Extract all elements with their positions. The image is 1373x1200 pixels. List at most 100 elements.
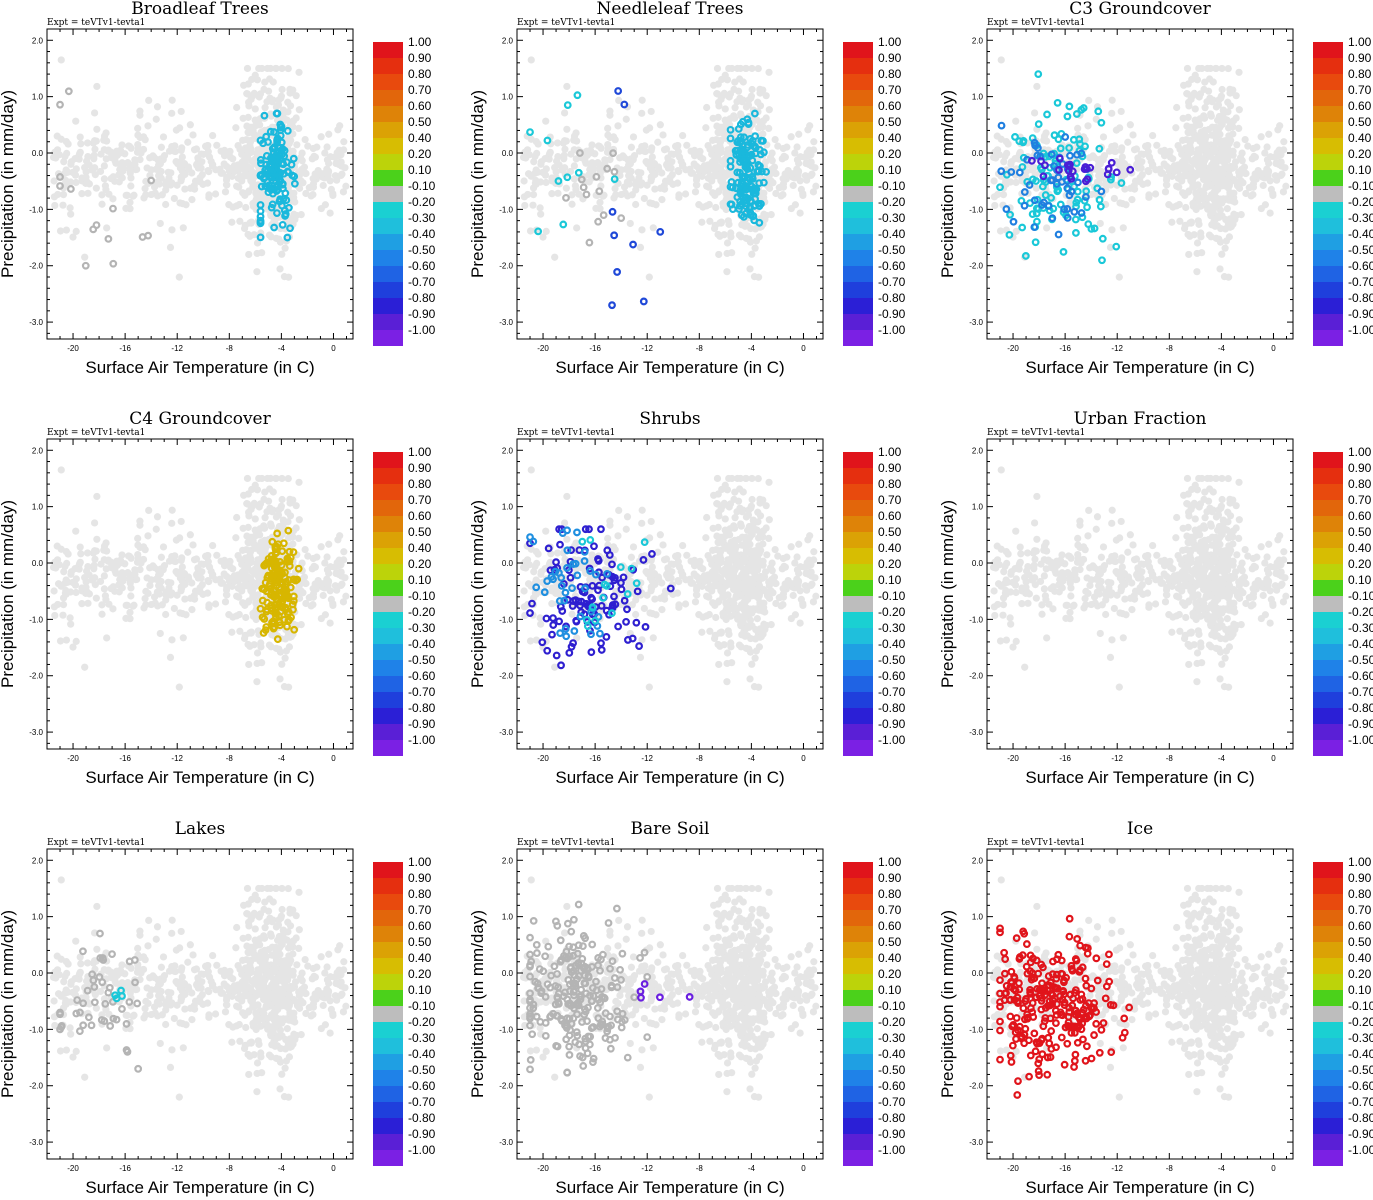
- scatter-point: [54, 580, 63, 588]
- scatter-point: [338, 580, 346, 588]
- scatter-point: [1212, 64, 1220, 73]
- highlight-point: [256, 207, 265, 216]
- scatter-point: [265, 75, 274, 83]
- scatter-point: [534, 550, 542, 558]
- scatter-point: [592, 204, 600, 212]
- scatter-point: [221, 188, 230, 196]
- scatter-point: [1207, 110, 1215, 118]
- scatter-point: [84, 599, 92, 607]
- scatter-point: [1108, 226, 1116, 234]
- scatter-point: [175, 683, 183, 691]
- scatter-point: [70, 579, 79, 588]
- highlight-point: [1041, 161, 1049, 170]
- scatter-point: [199, 150, 207, 158]
- scatter-point: [1042, 129, 1050, 137]
- colorbar-label: 1.00: [1348, 35, 1372, 49]
- highlight-point: [64, 87, 73, 96]
- colorbar-label: 0.80: [408, 477, 432, 491]
- highlight-point: [563, 101, 572, 110]
- scatter-point: [617, 190, 625, 199]
- highlight-point: [273, 209, 281, 217]
- highlight-point: [1104, 165, 1113, 173]
- scatter-point: [736, 64, 745, 73]
- scatter-point: [304, 142, 312, 150]
- scatter-point: [811, 164, 819, 172]
- colorbar-swatch: [373, 532, 403, 548]
- scatter-point: [81, 573, 89, 582]
- scatter-point: [691, 188, 700, 196]
- scatter-point: [1148, 162, 1157, 170]
- scatter-point: [1002, 180, 1010, 188]
- scatter-point: [747, 224, 755, 233]
- scatter-point: [1182, 136, 1190, 144]
- scatter-point: [1192, 205, 1200, 214]
- scatter-point: [171, 147, 180, 156]
- highlight-point: [554, 177, 563, 185]
- scatter-point: [1223, 164, 1232, 172]
- scatter-point: [232, 124, 240, 132]
- highlight-point: [1077, 105, 1086, 114]
- panel-title: Shrubs: [639, 409, 700, 429]
- highlight-point: [1048, 176, 1057, 184]
- scatter-point: [136, 566, 144, 574]
- panel-title: Broadleaf Trees: [131, 0, 269, 19]
- scatter-point: [247, 127, 255, 135]
- scatter-point: [710, 81, 718, 89]
- scatter-point: [333, 586, 341, 594]
- scatter-point: [136, 517, 144, 525]
- colorbar-label: 0.10: [408, 573, 432, 587]
- scatter-point: [93, 535, 101, 543]
- scatter-point: [72, 527, 80, 535]
- scatter-point: [284, 474, 292, 483]
- scatter-point: [1205, 169, 1213, 177]
- scatter-point: [1224, 108, 1232, 116]
- scatter-point: [124, 159, 132, 167]
- scatter-point: [1173, 103, 1181, 112]
- scatter-point: [102, 129, 110, 137]
- x-tick-label: -16: [1059, 344, 1071, 353]
- highlight-point: [284, 526, 293, 535]
- scatter-point: [220, 160, 228, 168]
- colorbar-swatch: [1313, 42, 1343, 58]
- scatter-point: [1205, 231, 1214, 239]
- scatter-point: [247, 218, 256, 226]
- colorbar-label: 0.40: [878, 131, 902, 145]
- scatter-point: [145, 96, 153, 105]
- scatter-point: [321, 201, 329, 209]
- scatter-point: [1216, 117, 1225, 125]
- scatter-point: [266, 64, 275, 73]
- scatter-point: [1187, 218, 1196, 226]
- scatter-point: [524, 170, 533, 178]
- highlight-point: [759, 137, 767, 145]
- scatter-point: [317, 133, 325, 141]
- scatter-point: [165, 557, 174, 565]
- highlight-point: [1015, 137, 1024, 146]
- scatter-point: [59, 611, 67, 619]
- scatter-point: [1197, 233, 1205, 241]
- highlight-point: [1032, 177, 1040, 185]
- scatter-point: [562, 184, 570, 192]
- scatter-point: [616, 154, 624, 162]
- scatter-point: [1209, 145, 1217, 154]
- colorbar-swatch: [843, 218, 873, 234]
- y-tick-label: -1.0: [29, 615, 43, 624]
- highlight-point: [290, 625, 299, 634]
- highlight-point: [610, 175, 619, 184]
- scatter-point: [178, 554, 186, 562]
- highlight-point: [277, 138, 286, 147]
- scatter-point: [53, 556, 62, 564]
- scatter-point: [164, 168, 172, 176]
- scatter-point: [539, 233, 547, 241]
- colorbar-swatch: [1313, 154, 1343, 170]
- scatter-point: [542, 178, 550, 187]
- scatter-point: [295, 516, 303, 524]
- scatter-point: [66, 614, 74, 622]
- scatter-points: [49, 466, 350, 691]
- x-tick-label: -20: [1007, 344, 1019, 353]
- scatter-point: [204, 551, 212, 560]
- scatter-point: [1229, 220, 1237, 228]
- highlight-point: [276, 123, 285, 132]
- highlight-point: [1048, 214, 1057, 222]
- scatter-point: [1011, 155, 1019, 163]
- scatter-point: [162, 186, 170, 194]
